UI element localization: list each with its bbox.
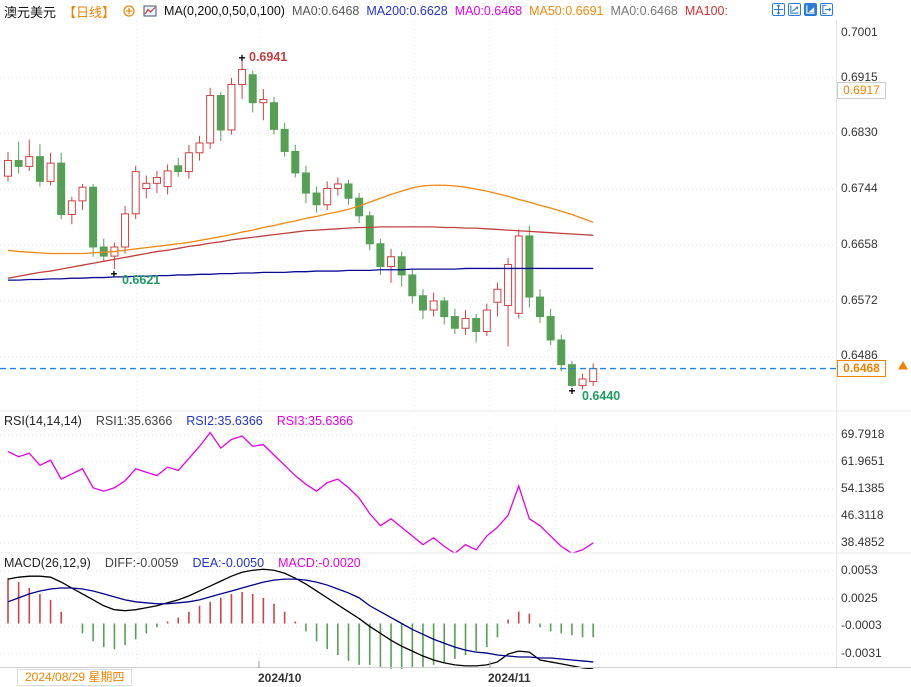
svg-text:+: +: [238, 51, 245, 65]
rsi-axis-label: 54.1385: [841, 481, 885, 495]
macd-axis-label: -0.0031: [841, 646, 882, 660]
macd-dea-line: [7, 578, 594, 663]
y-axis-label: 0.6744: [841, 181, 878, 195]
candlestick-series: [4, 61, 598, 390]
instrument-title: 澳元美元: [4, 4, 57, 20]
ma0-value-2: MA0:0.6468: [454, 4, 523, 18]
svg-text:0.6941: 0.6941: [249, 50, 287, 64]
main-grid: [0, 21, 836, 410]
ma-formula: MA(0,200,0,50,0,100): [164, 4, 285, 18]
ma200-value: MA200:0.6628: [366, 4, 448, 18]
diff-value: DIFF:-0.0059: [104, 556, 179, 570]
axis-scale-icon[interactable]: [804, 3, 817, 16]
alert-price-label: 0.6917: [837, 82, 886, 99]
macd-formula: MACD(26,12,9): [4, 556, 91, 570]
rsi1-value: RSI1:35.6366: [95, 414, 173, 428]
chart-header: 澳元美元 【日线】 MA(0,200,0,50,0,100) MA0:0.646…: [4, 2, 728, 20]
price-annotations: +0.6941 + 0.6621 + 0.6440: [110, 50, 620, 403]
first-date-label: 2024/08/29 星期四: [17, 669, 133, 686]
x-axis-label: 2024/11: [488, 671, 531, 685]
pane-separators: [0, 20, 911, 668]
rsi-axis-label: 46.3118: [841, 508, 884, 522]
svg-text:0.6440: 0.6440: [582, 389, 620, 403]
period-label[interactable]: 【日线】: [63, 4, 116, 20]
ma100-value: MA100:: [684, 4, 728, 18]
rsi-line: [7, 431, 594, 553]
rsi-header: RSI(14,14,14) RSI1:35.6366 RSI2:35.6366 …: [4, 414, 353, 428]
svg-text:+: +: [568, 384, 575, 398]
rsi-grid: [0, 428, 836, 553]
pan-tool-icon[interactable]: [772, 3, 785, 16]
dea-value: DEA:-0.0050: [192, 556, 265, 570]
y-axis-label: 0.6915: [841, 70, 878, 84]
rsi-axis-label: 38.4852: [841, 535, 885, 549]
axis-zoom-icon[interactable]: [788, 3, 801, 16]
macd-axis-label: 0.0053: [841, 563, 878, 577]
svg-text:+: +: [110, 267, 117, 281]
macd-value: MACD:-0.0020: [278, 556, 361, 570]
y-axis-label: 0.7001: [841, 25, 878, 39]
macd-axis-label: 0.0025: [841, 591, 878, 605]
y-axis-label: 0.6658: [841, 237, 878, 251]
y-axis-label: 0.6572: [841, 293, 878, 307]
svg-text:0.6621: 0.6621: [122, 273, 160, 287]
rsi-axis-label: 69.7918: [841, 427, 885, 441]
chart-toolbar: [772, 3, 833, 16]
macd-diff-line: [7, 568, 594, 669]
x-axis-label: 2024/10: [258, 671, 302, 685]
price-alert-arrow: [898, 361, 908, 370]
ma0-value-1: MA0:0.6468: [291, 4, 360, 18]
rsi-axis-label: 61.9651: [841, 454, 885, 468]
ma0-value-3: MA0:0.6468: [610, 4, 678, 18]
macd-grid: [0, 566, 836, 666]
chart-style-icon[interactable]: [143, 4, 157, 18]
ma50-line: [7, 184, 594, 255]
macd-axis-label: -0.0003: [841, 618, 882, 632]
exit-chart-icon[interactable]: [820, 3, 833, 16]
last-price-label: 0.6468: [837, 360, 886, 377]
y-axis-label: 0.6830: [841, 125, 878, 139]
ma200-line: [8, 267, 594, 281]
ma100-line: [7, 226, 594, 279]
rsi-formula: RSI(14,14,14): [4, 414, 82, 428]
macd-header: MACD(26,12,9) DIFF:-0.0059 DEA:-0.0050 M…: [4, 556, 361, 570]
rsi3-value: RSI3:35.6366: [276, 414, 354, 428]
y-axis-label: 0.6486: [841, 348, 878, 362]
x-axis-ticks: [258, 661, 491, 668]
rsi2-value: RSI2:35.6366: [186, 414, 263, 428]
add-indicator-icon[interactable]: [122, 4, 136, 18]
ma50-value: MA50:0.6691: [529, 4, 604, 18]
macd-histogram: [7, 578, 595, 669]
